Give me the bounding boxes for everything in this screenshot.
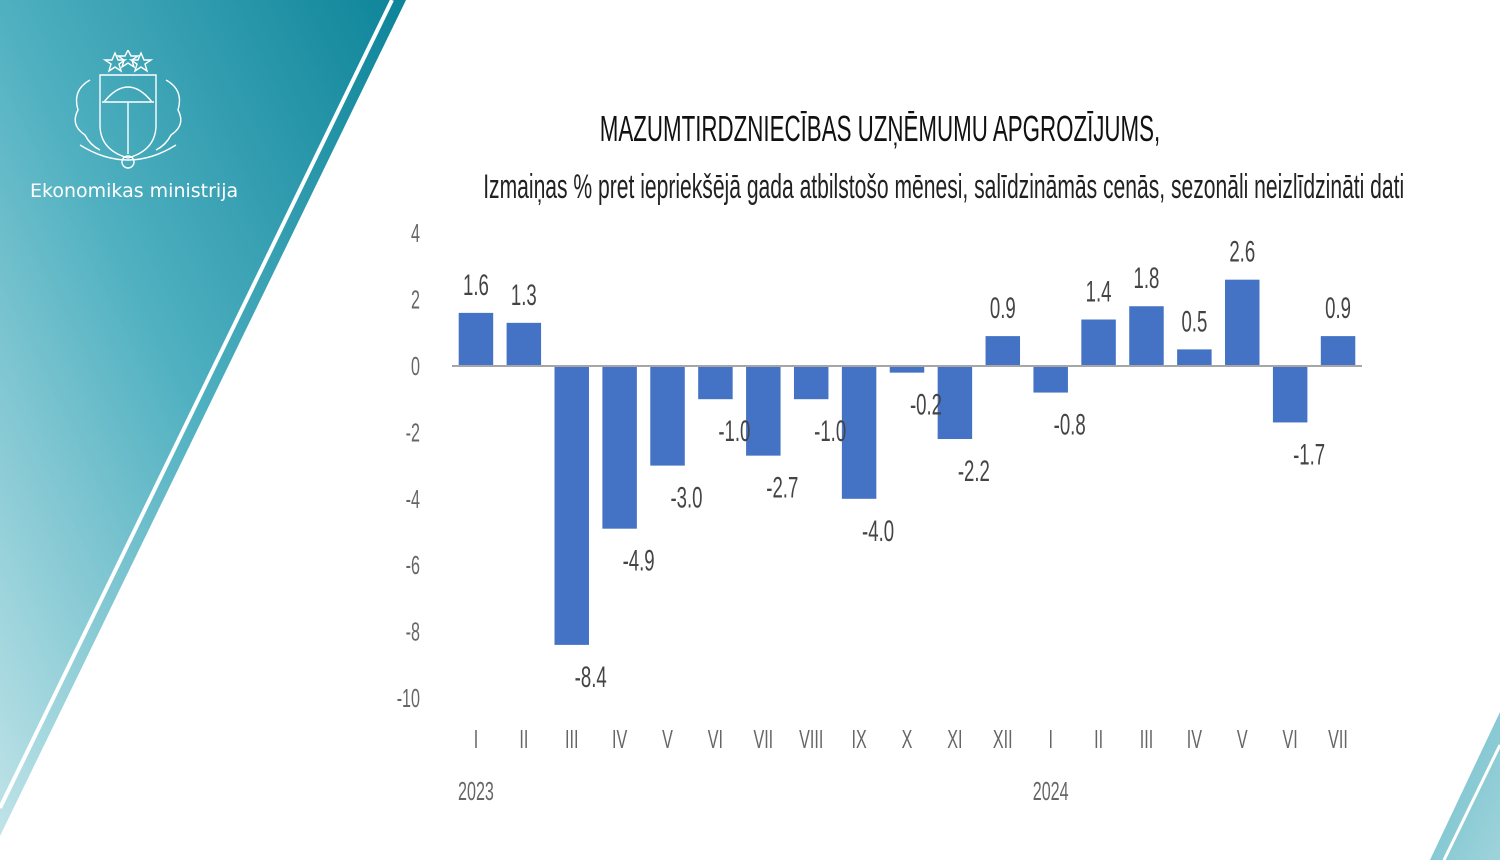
x-tick-label: IV bbox=[612, 724, 628, 754]
y-tick-label: -4 bbox=[406, 484, 420, 514]
y-tick-label: 2 bbox=[411, 285, 420, 315]
data-label: 1.6 bbox=[463, 268, 489, 302]
data-labels: 1.6 1.3 -8.4 -4.9 -3.0 -1.0 -2.7 -1.0 -4.0 -0.2 -2… bbox=[463, 235, 1351, 694]
bar bbox=[1177, 349, 1212, 366]
x-tick-label: XI bbox=[947, 724, 962, 754]
data-label: -8.4 bbox=[575, 660, 607, 694]
bar bbox=[793, 366, 829, 400]
x-tick-label: I bbox=[474, 724, 478, 754]
data-label: -2.2 bbox=[958, 455, 990, 489]
bar bbox=[458, 312, 494, 366]
data-label: -1.0 bbox=[718, 415, 750, 449]
data-label: 0.9 bbox=[1325, 292, 1351, 326]
x-tick-label: I bbox=[1048, 724, 1052, 754]
x-tick-label: XII bbox=[993, 724, 1013, 754]
y-tick-label: -2 bbox=[406, 417, 420, 447]
chart-subtitle: Izmaiņas % pret iepriekšējā gada atbilst… bbox=[483, 168, 1405, 206]
x-tick-label: V bbox=[1237, 724, 1248, 754]
bar bbox=[1033, 366, 1068, 393]
y-tick-label: 4 bbox=[411, 218, 420, 248]
x-tick-label: II bbox=[519, 724, 528, 754]
year-label: 2024 bbox=[1033, 776, 1069, 806]
data-label: -1.0 bbox=[814, 415, 846, 449]
latvia-coat-of-arms-icon bbox=[74, 50, 182, 169]
bar bbox=[746, 366, 781, 456]
x-tick-label: III bbox=[1140, 724, 1153, 754]
data-label: -0.8 bbox=[1054, 408, 1086, 442]
data-label: 1.4 bbox=[1086, 275, 1112, 309]
x-tick-label: X bbox=[902, 724, 913, 754]
bar bbox=[937, 366, 973, 440]
x-tick-label: VIII bbox=[799, 724, 823, 754]
bar bbox=[1272, 366, 1308, 423]
y-tick-label: -6 bbox=[406, 550, 420, 580]
bar-series bbox=[458, 279, 1356, 645]
x-tick-label: VII bbox=[1328, 724, 1348, 754]
year-label: 2023 bbox=[458, 776, 494, 806]
bar bbox=[602, 366, 637, 529]
data-label: 1.3 bbox=[511, 278, 537, 312]
bar bbox=[1129, 306, 1164, 366]
y-tick-label: -8 bbox=[406, 617, 420, 647]
bar bbox=[554, 366, 589, 645]
corner-white-stripe bbox=[1442, 744, 1500, 860]
x-tick-label: V bbox=[662, 724, 673, 754]
x-tick-label: IV bbox=[1187, 724, 1203, 754]
bar bbox=[841, 366, 877, 499]
x-tick-label: VII bbox=[753, 724, 773, 754]
ministry-name: Ekonomikas ministrija bbox=[30, 180, 239, 202]
corner-teal-panel bbox=[1430, 712, 1500, 860]
bar bbox=[1320, 336, 1356, 366]
bar bbox=[650, 366, 685, 466]
bar bbox=[1081, 319, 1116, 366]
y-axis: 4 2 0 -2 -4 -6 -8 -10 bbox=[397, 218, 420, 713]
data-label: 1.8 bbox=[1134, 262, 1160, 296]
bar bbox=[506, 322, 542, 366]
data-label: -2.7 bbox=[766, 471, 798, 505]
data-label: -0.2 bbox=[910, 388, 942, 422]
y-tick-label: 0 bbox=[411, 351, 420, 381]
data-label: -3.0 bbox=[670, 481, 702, 515]
y-tick-label: -10 bbox=[397, 683, 420, 713]
x-tick-label: VI bbox=[708, 724, 723, 754]
x-tick-label: III bbox=[565, 724, 578, 754]
x-tick-label: II bbox=[1094, 724, 1103, 754]
chart-title: MAZUMTIRDZNIECĪBAS UZŅĒMUMU APGROZĪJUMS, bbox=[599, 108, 1161, 149]
data-label: 0.5 bbox=[1181, 305, 1207, 339]
x-tick-label: IX bbox=[851, 724, 866, 754]
left-teal-panel bbox=[0, 0, 406, 836]
data-label: -4.0 bbox=[862, 514, 894, 548]
data-label: 2.6 bbox=[1229, 235, 1255, 269]
bar bbox=[889, 366, 925, 373]
data-label: -1.7 bbox=[1293, 438, 1325, 472]
bar bbox=[698, 366, 733, 400]
data-label: 0.9 bbox=[990, 292, 1016, 326]
bar bbox=[1225, 279, 1260, 366]
x-axis: I II III IV V VI VII VIII IX X XI XII I II III IV V VI VII… bbox=[458, 724, 1348, 806]
panel-white-stripe bbox=[0, 0, 394, 809]
bar bbox=[985, 336, 1021, 366]
x-tick-label: VI bbox=[1283, 724, 1298, 754]
data-label: -4.9 bbox=[623, 544, 655, 578]
